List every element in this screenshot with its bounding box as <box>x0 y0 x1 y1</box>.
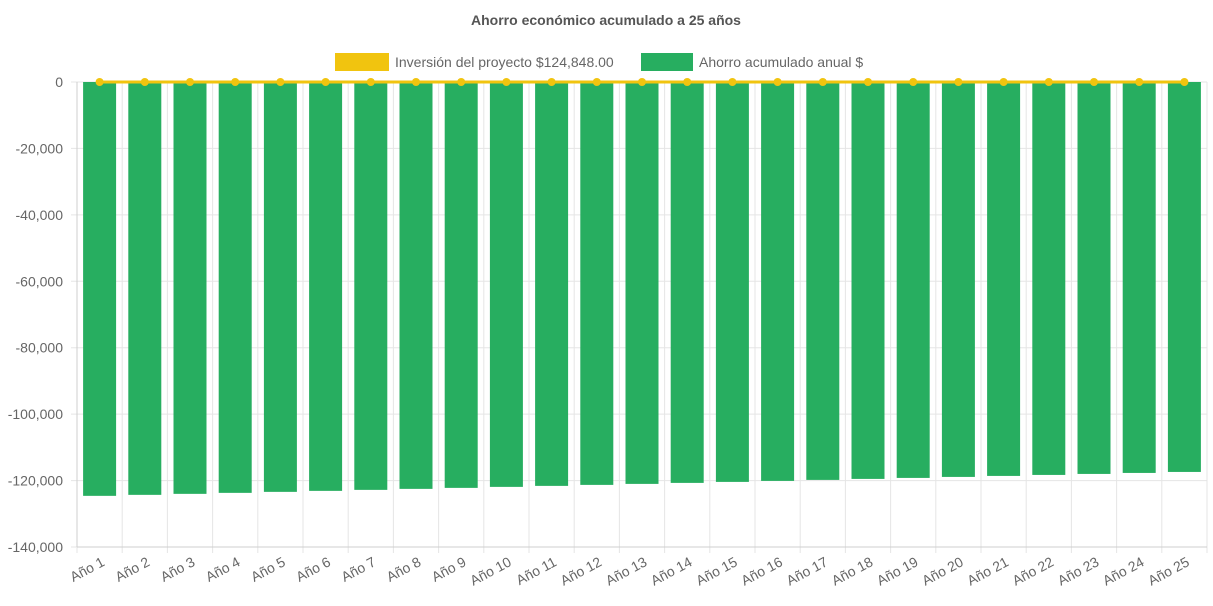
y-tick-label: -80,000 <box>16 340 64 356</box>
x-tick-label: Año 10 <box>467 553 514 588</box>
y-tick-label: -40,000 <box>16 207 64 223</box>
point-inversion[interactable] <box>502 78 511 86</box>
y-tick-label: -140,000 <box>8 539 63 555</box>
legend-swatch-investment <box>335 53 389 71</box>
legend-swatch-savings <box>641 53 693 71</box>
point-inversion[interactable] <box>638 78 646 86</box>
y-axis: 0 -20,000 -40,000 -60,000 -80,000 -100,000 -12… <box>8 74 78 555</box>
point-inversion[interactable] <box>1180 78 1189 86</box>
bar-ahorro-acumulado[interactable] <box>1122 82 1156 473</box>
x-tick-label: Año 24 <box>1100 553 1147 588</box>
bar-ahorro-acumulado[interactable] <box>1032 82 1066 475</box>
point-inversion[interactable] <box>276 78 285 86</box>
x-tick-label: Año 4 <box>203 553 243 584</box>
bar-ahorro-acumulado[interactable] <box>444 82 478 488</box>
bar-ahorro-acumulado[interactable] <box>580 82 614 485</box>
bar-ahorro-acumulado[interactable] <box>761 82 795 481</box>
bar-ahorro-acumulado[interactable] <box>354 82 388 490</box>
point-inversion[interactable] <box>728 78 737 86</box>
point-inversion[interactable] <box>366 78 375 86</box>
x-tick-label: Año 18 <box>829 553 876 588</box>
bar-ahorro-acumulado[interactable] <box>670 82 704 483</box>
x-tick-label: Año 16 <box>738 553 785 588</box>
x-tick-label: Año 13 <box>603 553 650 588</box>
point-inversion[interactable] <box>547 78 556 86</box>
y-tick-label: -100,000 <box>8 406 63 422</box>
point-inversion[interactable] <box>1135 78 1144 86</box>
x-axis: Año 1 Año 2 Año 3 Año 4 Año 5 Año 6 Año 7 Año 8… <box>67 546 1207 588</box>
bar-ahorro-acumulado[interactable] <box>1077 82 1111 474</box>
bar-ahorro-acumulado[interactable] <box>806 82 840 480</box>
bar-ahorro-acumulado[interactable] <box>941 82 975 477</box>
bar-ahorro-acumulado[interactable] <box>399 82 433 489</box>
chart-title: Ahorro económico acumulado a 25 años <box>471 12 741 28</box>
x-tick-label: Año 14 <box>648 553 695 588</box>
legend-item-investment[interactable]: Inversión del proyecto $124,848.00 <box>335 53 614 71</box>
line-layer <box>95 78 1189 86</box>
bar-ahorro-acumulado[interactable] <box>535 82 569 486</box>
bar-ahorro-acumulado[interactable] <box>263 82 297 492</box>
point-inversion[interactable] <box>954 78 963 86</box>
point-inversion[interactable] <box>773 78 782 86</box>
x-tick-label: Año 23 <box>1055 553 1102 588</box>
point-inversion[interactable] <box>457 78 466 86</box>
bar-ahorro-acumulado[interactable] <box>218 82 252 493</box>
point-inversion[interactable] <box>186 78 194 86</box>
legend-item-savings[interactable]: Ahorro acumulado anual $ <box>641 53 863 71</box>
x-tick-label: Año 8 <box>384 553 424 584</box>
point-inversion[interactable] <box>909 78 918 86</box>
point-inversion[interactable] <box>321 78 330 86</box>
point-inversion[interactable] <box>140 78 149 86</box>
point-inversion[interactable] <box>1090 78 1098 86</box>
x-tick-label: Año 7 <box>338 553 378 584</box>
bars-layer <box>83 82 1201 496</box>
point-inversion[interactable] <box>95 78 104 86</box>
x-tick-label: Año 20 <box>919 553 966 588</box>
bar-ahorro-acumulado[interactable] <box>625 82 659 484</box>
x-tick-label: Año 22 <box>1010 553 1057 588</box>
x-tick-label: Año 2 <box>112 553 152 584</box>
point-inversion[interactable] <box>412 78 420 86</box>
bar-ahorro-acumulado[interactable] <box>83 82 117 496</box>
bar-ahorro-acumulado[interactable] <box>896 82 930 478</box>
point-inversion[interactable] <box>231 78 240 86</box>
x-tick-label: Año 1 <box>67 553 107 584</box>
x-tick-label: Año 6 <box>293 553 333 584</box>
y-tick-label: -20,000 <box>16 140 64 156</box>
y-tick-label: 0 <box>55 74 63 90</box>
x-tick-label: Año 3 <box>158 553 198 584</box>
x-tick-label: Año 12 <box>558 553 605 588</box>
x-tick-label: Año 5 <box>248 553 288 584</box>
legend-label-investment: Inversión del proyecto $124,848.00 <box>395 54 614 70</box>
x-tick-label: Año 11 <box>513 553 559 588</box>
bar-ahorro-acumulado[interactable] <box>1167 82 1201 472</box>
grid-layer <box>71 81 1208 553</box>
bar-ahorro-acumulado[interactable] <box>987 82 1021 476</box>
point-inversion[interactable] <box>999 78 1008 86</box>
point-inversion[interactable] <box>592 78 601 86</box>
bar-ahorro-acumulado[interactable] <box>851 82 885 479</box>
point-inversion[interactable] <box>864 78 872 86</box>
y-tick-label: -60,000 <box>16 273 64 289</box>
bar-ahorro-acumulado[interactable] <box>309 82 343 491</box>
x-tick-label: Año 25 <box>1145 553 1192 588</box>
x-tick-label: Año 21 <box>964 553 1011 588</box>
legend: Inversión del proyecto $124,848.00 Ahorr… <box>335 53 863 71</box>
bar-ahorro-acumulado[interactable] <box>173 82 207 494</box>
x-tick-label: Año 17 <box>784 553 831 588</box>
x-tick-label: Año 9 <box>429 553 469 584</box>
x-tick-label: Año 19 <box>874 553 921 588</box>
point-inversion[interactable] <box>818 78 827 86</box>
point-inversion[interactable] <box>683 78 692 86</box>
legend-label-savings: Ahorro acumulado anual $ <box>699 54 863 70</box>
point-inversion[interactable] <box>1044 78 1053 86</box>
x-tick-label: Año 15 <box>693 553 740 588</box>
bar-ahorro-acumulado[interactable] <box>489 82 523 487</box>
bar-ahorro-acumulado[interactable] <box>715 82 749 482</box>
y-tick-label: -120,000 <box>8 473 63 489</box>
bar-ahorro-acumulado[interactable] <box>128 82 162 495</box>
